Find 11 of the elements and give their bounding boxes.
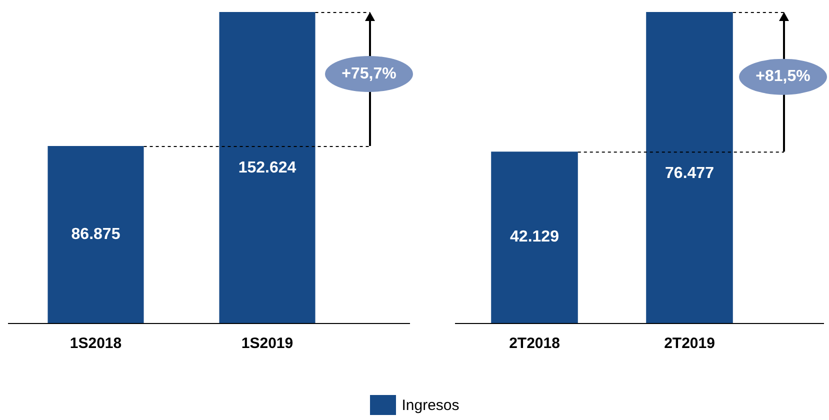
x-tick-label: 2T2019 [664, 335, 715, 352]
data-label: 86.875 [71, 226, 120, 243]
x-tick-label: 1S2018 [70, 335, 122, 352]
legend-label: Ingresos [402, 396, 460, 414]
x-tick-label: 1S2019 [241, 335, 294, 352]
data-label: 152.624 [238, 159, 296, 176]
annotation: +75,7% [342, 65, 396, 82]
data-label: 42.129 [510, 228, 560, 246]
data-label: 76.477 [665, 165, 714, 182]
x-tick-label: 2T2018 [509, 335, 560, 352]
annotation: +81,5% [756, 68, 810, 86]
